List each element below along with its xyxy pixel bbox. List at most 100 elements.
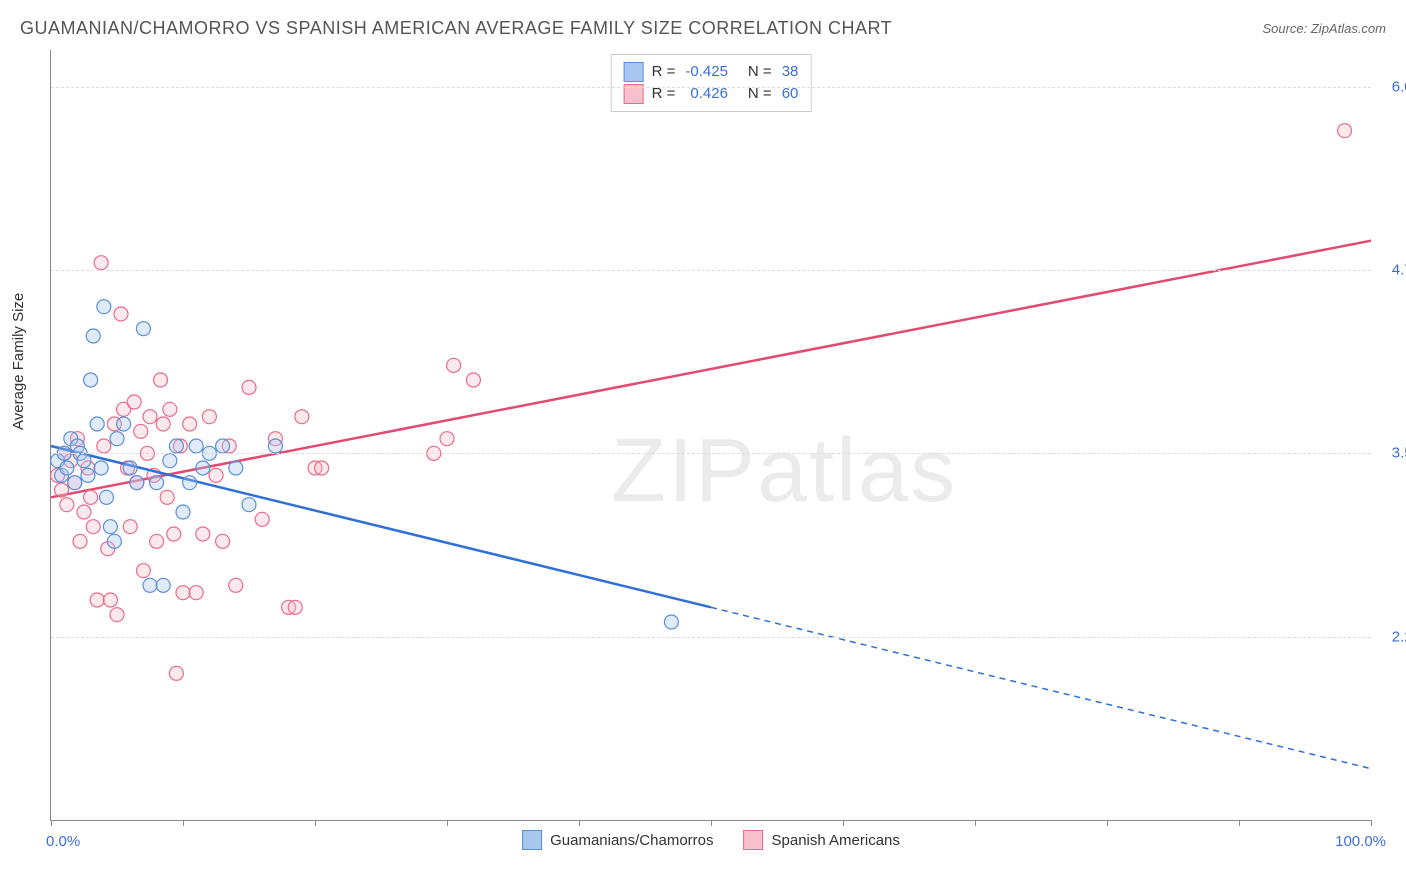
scatter-point-b [196, 527, 210, 541]
scatter-point-a [68, 476, 82, 490]
chart-title: GUAMANIAN/CHAMORRO VS SPANISH AMERICAN A… [20, 18, 892, 39]
scatter-point-a [163, 454, 177, 468]
scatter-point-b [176, 586, 190, 600]
scatter-point-b [55, 483, 69, 497]
scatter-point-b [136, 564, 150, 578]
scatter-point-b [1338, 124, 1352, 138]
scatter-point-b [440, 432, 454, 446]
x-axis-min-label: 0.0% [46, 833, 80, 850]
scatter-point-b [216, 534, 230, 548]
x-axis-max-label: 100.0% [1335, 833, 1386, 850]
scatter-point-b [169, 666, 183, 680]
scatter-point-b [114, 307, 128, 321]
source-name: ZipAtlas.com [1311, 21, 1386, 36]
scatter-point-b [189, 586, 203, 600]
x-tick [1107, 820, 1108, 826]
scatter-point-a [189, 439, 203, 453]
scatter-point-b [167, 527, 181, 541]
scatter-point-b [103, 593, 117, 607]
source-label: Source: [1262, 21, 1310, 36]
scatter-point-b [110, 608, 124, 622]
scatter-point-b [163, 402, 177, 416]
scatter-point-a [84, 373, 98, 387]
scatter-point-a [97, 300, 111, 314]
legend-label-a: Guamanians/Chamorros [550, 832, 713, 849]
x-tick [579, 820, 580, 826]
scatter-point-b [143, 410, 157, 424]
legend-item-a: Guamanians/Chamorros [522, 830, 713, 850]
scatter-point-a [156, 578, 170, 592]
x-tick [975, 820, 976, 826]
trend-line-a-extrapolated [711, 607, 1371, 768]
scatter-point-b [315, 461, 329, 475]
scatter-point-a [90, 417, 104, 431]
scatter-point-a [110, 432, 124, 446]
scatter-point-a [107, 534, 121, 548]
scatter-point-a [664, 615, 678, 629]
y-tick-label: 3.50 [1376, 445, 1406, 462]
scatter-point-b [77, 505, 91, 519]
scatter-point-a [183, 476, 197, 490]
scatter-point-a [103, 520, 117, 534]
scatter-point-b [127, 395, 141, 409]
legend-label-b: Spanish Americans [772, 832, 900, 849]
scatter-point-a [94, 461, 108, 475]
scatter-point-b [150, 534, 164, 548]
scatter-point-a [196, 461, 210, 475]
scatter-point-a [268, 439, 282, 453]
scatter-point-b [154, 373, 168, 387]
scatter-point-b [123, 520, 137, 534]
scatter-point-b [94, 256, 108, 270]
scatter-point-b [86, 520, 100, 534]
scatter-point-a [229, 461, 243, 475]
y-tick-label: 6.00 [1376, 78, 1406, 95]
y-tick-label: 2.25 [1376, 628, 1406, 645]
scatter-point-a [86, 329, 100, 343]
y-tick-label: 4.75 [1376, 262, 1406, 279]
scatter-point-a [136, 322, 150, 336]
scatter-point-a [242, 498, 256, 512]
scatter-point-b [134, 424, 148, 438]
scatter-point-a [176, 505, 190, 519]
scatter-point-a [216, 439, 230, 453]
scatter-point-a [150, 476, 164, 490]
gridline [51, 637, 1371, 638]
x-tick [51, 820, 52, 826]
x-tick [447, 820, 448, 826]
scatter-point-a [60, 461, 74, 475]
scatter-point-b [183, 417, 197, 431]
scatter-point-a [117, 417, 131, 431]
series-legend: Guamanians/Chamorros Spanish Americans [522, 830, 900, 850]
scatter-point-b [202, 410, 216, 424]
gridline [51, 270, 1371, 271]
scatter-point-a [143, 578, 157, 592]
scatter-point-b [97, 439, 111, 453]
source-attribution: Source: ZipAtlas.com [1262, 21, 1386, 36]
scatter-point-b [288, 600, 302, 614]
scatter-point-b [160, 490, 174, 504]
scatter-point-a [99, 490, 113, 504]
scatter-point-b [73, 534, 87, 548]
x-tick [843, 820, 844, 826]
scatter-point-b [242, 380, 256, 394]
x-tick [315, 820, 316, 826]
legend-swatch-pink [744, 830, 764, 850]
scatter-point-b [209, 468, 223, 482]
scatter-point-b [295, 410, 309, 424]
scatter-point-b [447, 358, 461, 372]
scatter-point-b [466, 373, 480, 387]
x-tick [1239, 820, 1240, 826]
scatter-point-a [169, 439, 183, 453]
scatter-point-a [130, 476, 144, 490]
chart-plot-area: ZIPatlas R = -0.425 N = 38 R = 0.426 N =… [50, 50, 1371, 821]
y-axis-label: Average Family Size [10, 293, 27, 430]
x-tick [183, 820, 184, 826]
x-tick [711, 820, 712, 826]
legend-swatch-blue [522, 830, 542, 850]
scatter-point-b [229, 578, 243, 592]
gridline [51, 87, 1371, 88]
scatter-point-b [60, 498, 74, 512]
legend-item-b: Spanish Americans [744, 830, 900, 850]
scatter-point-b [255, 512, 269, 526]
chart-svg [51, 50, 1371, 820]
